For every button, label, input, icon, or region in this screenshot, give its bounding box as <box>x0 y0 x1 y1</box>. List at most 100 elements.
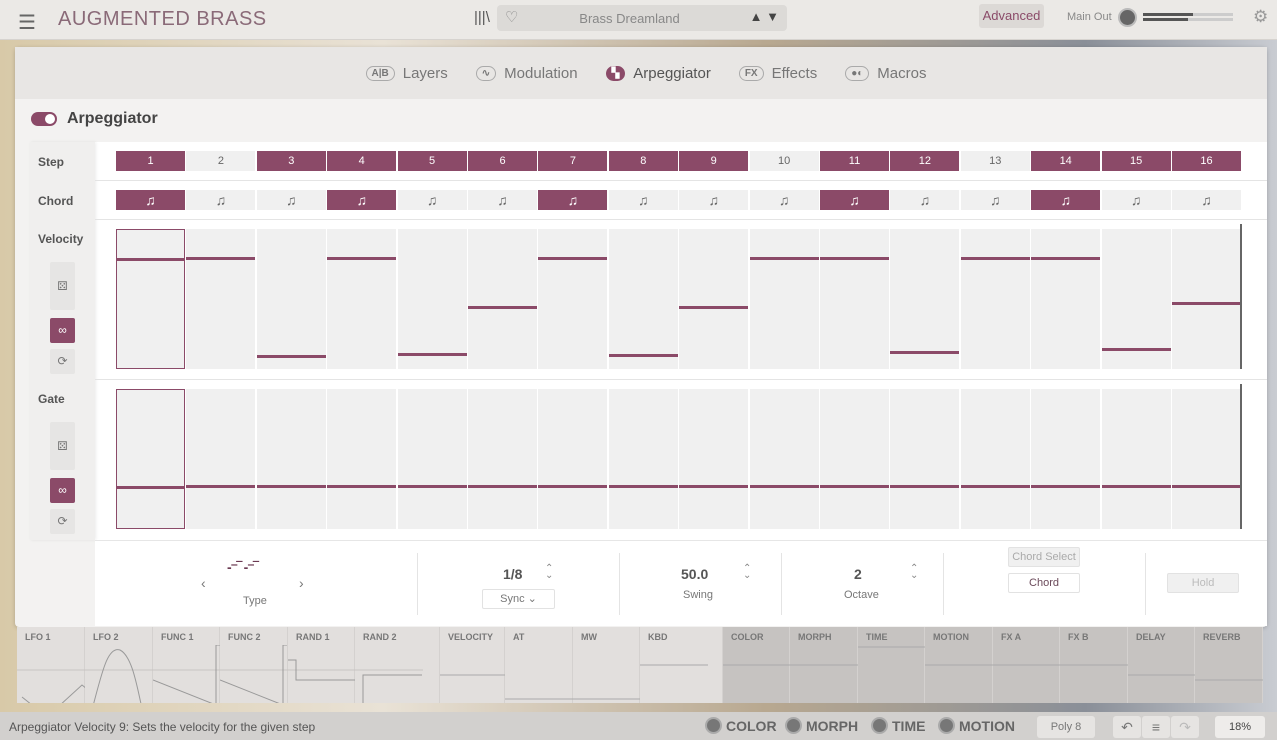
velocity-step-bar[interactable] <box>327 229 397 369</box>
mod-source-motion[interactable]: MOTION <box>925 627 993 703</box>
chord-toggle[interactable]: ♫ <box>1031 190 1101 210</box>
mod-source-mw[interactable]: MW <box>573 627 641 703</box>
swing-value[interactable]: 50.0 <box>681 566 709 582</box>
list-icon[interactable]: ≡ <box>1142 716 1170 738</box>
mod-source-velocity[interactable]: VELOCITY <box>440 627 508 703</box>
velocity-level[interactable] <box>256 355 326 359</box>
velocity-step-bar[interactable] <box>1031 229 1101 369</box>
step-toggle[interactable]: 11 <box>820 151 889 171</box>
gate-step-bar[interactable] <box>538 389 608 529</box>
prev-type-button[interactable]: ‹ <box>201 575 206 591</box>
mod-source-morph[interactable]: MORPH <box>790 627 858 703</box>
chord-toggle[interactable]: ♫ <box>960 190 1030 210</box>
gate-step-bar[interactable] <box>679 389 749 529</box>
velocity-level[interactable] <box>749 257 819 261</box>
knob-icon[interactable] <box>705 717 722 734</box>
velocity-level[interactable] <box>679 306 749 310</box>
chord-toggle[interactable]: ♫ <box>327 190 397 210</box>
chord-toggle[interactable]: ♫ <box>468 190 537 210</box>
mod-source-at[interactable]: AT <box>505 627 573 703</box>
gate-step-bar[interactable] <box>1031 389 1101 529</box>
chord-toggle[interactable]: ♫ <box>116 190 185 210</box>
tab-effects[interactable]: FX Effects <box>738 65 817 82</box>
step-toggle[interactable]: 9 <box>679 151 749 171</box>
link-icon[interactable]: ∞ <box>50 318 75 343</box>
mod-source-fx-a[interactable]: FX A <box>993 627 1061 703</box>
gate-step-bar[interactable] <box>468 389 537 529</box>
gate-level[interactable] <box>608 484 678 488</box>
macro-color[interactable]: COLOR <box>705 717 777 734</box>
mod-source-rand-2[interactable]: RAND 2 <box>355 627 440 703</box>
library-icon[interactable]: |||\ <box>474 9 490 26</box>
gate-level[interactable] <box>960 484 1030 488</box>
knob-icon[interactable] <box>871 717 888 734</box>
step-toggle[interactable]: 3 <box>256 151 326 171</box>
velocity-level[interactable] <box>1172 302 1241 306</box>
refresh-icon[interactable]: ⟳ <box>50 349 75 374</box>
rate-spinner[interactable]: ⌃ ⌄ <box>545 563 554 581</box>
mod-source-lfo-2[interactable]: LFO 2 <box>85 627 153 703</box>
gate-level[interactable] <box>749 484 819 488</box>
preset-browser[interactable]: ♡ Brass Dreamland ▲ ▼ <box>497 5 787 31</box>
chord-toggle[interactable]: ♫ <box>186 190 256 210</box>
chord-toggle[interactable]: ♫ <box>679 190 749 210</box>
mod-source-color[interactable]: COLOR <box>723 627 791 703</box>
velocity-level[interactable] <box>890 351 960 355</box>
gate-step-bar[interactable] <box>397 389 467 529</box>
velocity-level[interactable] <box>397 352 467 356</box>
velocity-level[interactable] <box>468 306 537 310</box>
step-toggle[interactable]: 15 <box>1101 151 1171 171</box>
velocity-scroll-handle[interactable] <box>1240 224 1242 369</box>
preset-name[interactable]: Brass Dreamland <box>579 11 680 26</box>
gate-level[interactable] <box>1031 484 1101 488</box>
step-toggle[interactable]: 6 <box>468 151 537 171</box>
gate-step-bar[interactable] <box>608 389 678 529</box>
step-toggle[interactable]: 7 <box>538 151 608 171</box>
gate-level[interactable] <box>397 484 467 488</box>
mod-source-func-1[interactable]: FUNC 1 <box>153 627 221 703</box>
gate-scroll-handle[interactable] <box>1240 384 1242 529</box>
step-toggle[interactable]: 12 <box>890 151 960 171</box>
swing-spinner[interactable]: ⌃ ⌄ <box>743 563 752 581</box>
gate-level[interactable] <box>890 484 960 488</box>
chord-toggle[interactable]: ♫ <box>608 190 678 210</box>
velocity-level[interactable] <box>327 257 397 261</box>
velocity-level[interactable] <box>186 257 256 261</box>
chord-button[interactable]: Chord <box>1008 573 1080 593</box>
chord-toggle[interactable]: ♫ <box>1101 190 1171 210</box>
gate-level[interactable] <box>186 484 256 488</box>
chord-toggle[interactable]: ♫ <box>538 190 608 210</box>
sync-dropdown[interactable]: Sync ⌄ <box>482 589 555 609</box>
redo-icon[interactable]: ↷ <box>1171 716 1199 738</box>
mod-source-rand-1[interactable]: RAND 1 <box>288 627 356 703</box>
velocity-step-bar[interactable] <box>608 229 678 369</box>
mod-source-func-2[interactable]: FUNC 2 <box>220 627 288 703</box>
hold-button[interactable]: Hold <box>1167 573 1239 593</box>
velocity-level[interactable] <box>608 354 678 357</box>
gate-step-bar[interactable] <box>256 389 326 529</box>
gate-step-bar[interactable] <box>820 389 889 529</box>
velocity-step-bar[interactable] <box>116 229 185 369</box>
mod-source-delay[interactable]: DELAY <box>1128 627 1196 703</box>
step-toggle[interactable]: 10 <box>749 151 819 171</box>
step-toggle[interactable]: 16 <box>1172 151 1241 171</box>
step-toggle[interactable]: 5 <box>397 151 467 171</box>
rate-value[interactable]: 1/8 <box>503 566 523 582</box>
chord-toggle[interactable]: ♫ <box>256 190 326 210</box>
velocity-step-bar[interactable] <box>960 229 1030 369</box>
preset-nav[interactable]: ▲ ▼ <box>750 9 779 24</box>
mod-source-reverb[interactable]: REVERB <box>1195 627 1263 703</box>
step-toggle[interactable]: 2 <box>186 151 256 171</box>
step-toggle[interactable]: 1 <box>116 151 185 171</box>
gate-level[interactable] <box>256 484 326 488</box>
velocity-step-bar[interactable] <box>1172 229 1241 369</box>
tab-modulation[interactable]: ∿ Modulation <box>475 65 578 82</box>
gate-step-bar[interactable] <box>186 389 256 529</box>
mod-source-fx-b[interactable]: FX B <box>1060 627 1128 703</box>
gate-step-bar[interactable] <box>890 389 960 529</box>
velocity-step-bar[interactable] <box>468 229 537 369</box>
octave-value[interactable]: 2 <box>854 566 862 582</box>
mod-source-time[interactable]: TIME <box>858 627 926 703</box>
tab-layers[interactable]: A|B Layers <box>365 65 448 82</box>
velocity-step-bar[interactable] <box>186 229 256 369</box>
